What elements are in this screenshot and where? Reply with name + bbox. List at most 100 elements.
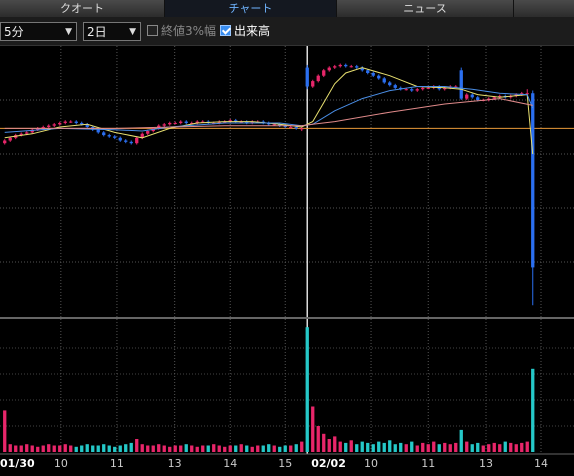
x-tick-label: 14 — [223, 457, 237, 470]
volume-bar — [74, 446, 78, 452]
volume-bar — [272, 445, 276, 452]
candle-body — [305, 67, 309, 87]
volume-bar — [217, 445, 221, 452]
chart-background — [0, 46, 574, 476]
volume-bar — [63, 444, 67, 452]
x-tick-label: 10 — [54, 457, 68, 470]
x-tick-label: 13 — [479, 457, 493, 470]
volume-bar — [399, 442, 403, 452]
volume-bar — [69, 445, 73, 452]
candle-body — [333, 66, 337, 68]
candle-body — [146, 131, 150, 134]
volume-bar — [140, 444, 144, 452]
volume-bar — [179, 445, 183, 452]
candle-body — [74, 121, 78, 123]
x-tick-label: 15 — [278, 457, 292, 470]
volume-bar — [206, 445, 210, 452]
volume-bar — [30, 445, 34, 452]
volume-bar — [415, 445, 419, 452]
x-tick-label: 14 — [534, 457, 548, 470]
candle-body — [107, 135, 111, 137]
volume-bar — [267, 444, 271, 452]
volume-bar — [239, 444, 243, 452]
volume-bar — [322, 433, 326, 452]
candle-body — [41, 127, 45, 129]
candle-body — [201, 121, 205, 123]
volume-bar — [245, 445, 249, 452]
candle-body — [371, 73, 375, 76]
volume-bar — [113, 446, 117, 452]
volume-bar — [212, 444, 216, 452]
volume-bar — [80, 445, 84, 452]
volume-bar — [47, 444, 51, 452]
candle-body — [311, 81, 315, 87]
checkbox[interactable] — [220, 25, 231, 36]
x-tick-label: 13 — [168, 457, 182, 470]
volume-bar — [234, 445, 238, 452]
volume-bar — [173, 445, 177, 452]
volume-bar — [432, 441, 436, 452]
volume-bar — [3, 410, 7, 452]
candle-body — [355, 66, 359, 68]
candle-body — [382, 78, 386, 83]
candle-body — [278, 124, 282, 126]
candle-body — [498, 95, 502, 98]
volume-bar — [52, 445, 56, 452]
tab[interactable]: クオート — [0, 0, 165, 17]
candle-body — [190, 122, 194, 124]
volume-bar — [228, 445, 232, 452]
candle-body — [80, 122, 84, 125]
candle-body — [184, 121, 188, 123]
volume-bar — [223, 446, 227, 452]
interval-select[interactable]: 5分 — [0, 22, 77, 42]
volume-bar — [41, 445, 45, 452]
candle-body — [410, 89, 414, 91]
toolbar: 5分 2日 終値3%幅 出来高 — [0, 17, 574, 46]
volume-bar — [355, 444, 359, 452]
volume-bar — [124, 444, 128, 452]
volume-bar — [448, 444, 452, 452]
volume-bar — [107, 445, 111, 452]
candle-body — [377, 75, 381, 79]
candle-body — [102, 132, 106, 136]
candle-body — [531, 93, 535, 268]
candle-body — [289, 127, 293, 128]
volume-bar — [118, 445, 122, 452]
candle-body — [63, 121, 67, 123]
volume-bar — [283, 445, 287, 452]
volume-bar — [327, 439, 331, 452]
volume-bar — [261, 445, 265, 452]
candle-body — [85, 124, 89, 127]
candle-body — [459, 70, 463, 99]
volume-bar — [36, 446, 40, 452]
candle-body — [476, 97, 480, 100]
volume-bar — [8, 444, 12, 452]
candle-body — [272, 124, 276, 126]
volume-bar — [135, 439, 139, 452]
candle-body — [454, 86, 458, 88]
candle-body — [228, 120, 232, 122]
volume-bar — [525, 441, 529, 452]
moving-average — [4, 86, 534, 133]
period-select[interactable]: 2日 — [83, 22, 141, 42]
volume-bar — [250, 446, 254, 452]
candle-body — [294, 127, 298, 129]
volume-bar — [129, 442, 133, 452]
volume-bar — [157, 444, 161, 452]
tab[interactable]: チャート — [165, 0, 337, 17]
candle-body — [129, 141, 133, 144]
candle-body — [338, 64, 342, 67]
tab-bar: クオート チャート ニュース — [0, 0, 574, 17]
volume-bar — [366, 442, 370, 452]
option-checkbox[interactable]: 出来高 — [220, 23, 270, 40]
volume-bar — [338, 441, 342, 452]
volume-bar — [333, 436, 337, 452]
tab[interactable]: ニュース — [337, 0, 514, 17]
candle-body — [470, 94, 474, 98]
volume-bar — [278, 446, 282, 452]
volume-bar — [102, 444, 106, 452]
checkbox[interactable] — [147, 25, 158, 36]
option-checkbox[interactable]: 終値3%幅 — [147, 23, 216, 40]
volume-bar — [19, 445, 23, 452]
